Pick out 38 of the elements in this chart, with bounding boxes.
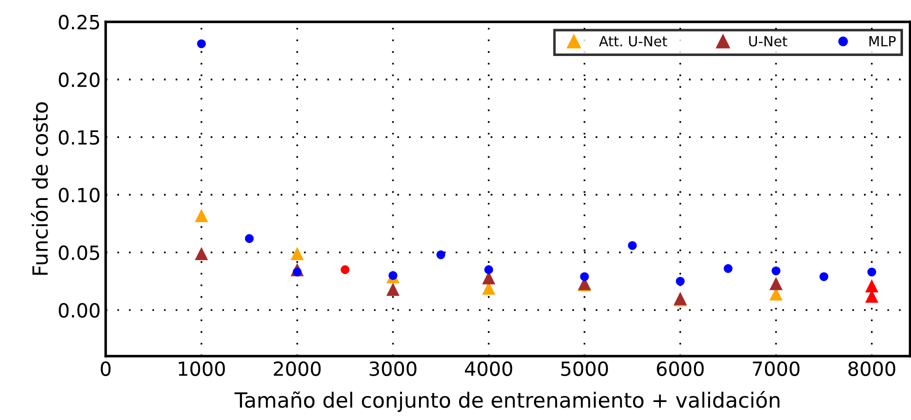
point (820, 272, 828, 282)
point (484, 265, 494, 274)
y-tick-label: 0.20 (58, 72, 100, 88)
y-tick-label: 0.15 (58, 130, 100, 145)
point (436, 250, 446, 260)
x-tick-label: 3000 (370, 361, 416, 376)
y-tick-label: 0.25 (58, 14, 100, 30)
legend-label: Att. U-Net (599, 36, 668, 46)
x-tick-label: 4000 (464, 361, 512, 376)
point (194, 208, 208, 222)
point (580, 272, 589, 282)
point (197, 39, 206, 48)
point (290, 246, 304, 260)
point (724, 264, 733, 273)
point (628, 241, 637, 250)
x-tick-label: 1000 (178, 361, 225, 376)
y-axis-title: Función de costo (30, 102, 48, 275)
x-tick-label: 7000 (752, 361, 800, 376)
point (386, 282, 400, 296)
x-tick-label: 5000 (561, 361, 608, 376)
legend-label: U-Net (749, 36, 788, 46)
x-tick-label: 8000 (848, 361, 896, 376)
point (194, 246, 208, 260)
y-tick-label: 0.10 (58, 188, 100, 202)
point (867, 268, 876, 276)
point (769, 276, 783, 290)
x-axis-title: Tamaño del conjunto de entrenamiento + validación (234, 390, 780, 412)
point (244, 234, 254, 243)
x-tick-label: 6000 (656, 361, 704, 376)
point (865, 279, 878, 292)
point (772, 266, 780, 276)
point (676, 276, 685, 286)
x-tick-label: 0 (100, 361, 111, 376)
x-tick-label: 2000 (274, 361, 321, 376)
y-tick-label: 0.05 (58, 245, 100, 260)
legend-label: MLP (869, 36, 896, 46)
point (340, 265, 350, 274)
y-tick-label: 0.00 (58, 303, 100, 318)
